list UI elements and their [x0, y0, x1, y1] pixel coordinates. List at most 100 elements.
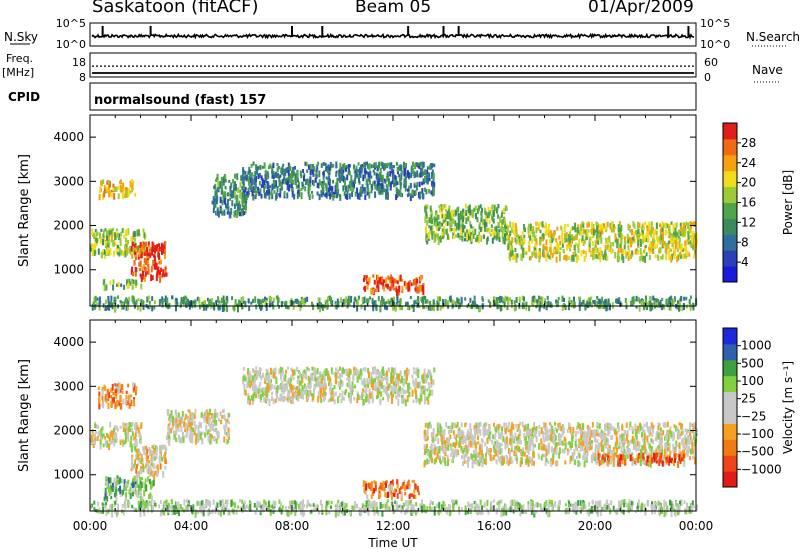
- power-cell: [105, 190, 108, 194]
- velocity-cell: [137, 489, 140, 496]
- power-cell: [586, 229, 589, 237]
- power-cell: [643, 301, 646, 308]
- power-cell: [296, 184, 299, 188]
- velocity-cell: [102, 433, 105, 438]
- power-cell: [627, 244, 630, 250]
- power-cell: [132, 296, 135, 302]
- power-cell: [123, 187, 126, 192]
- power-cell: [613, 226, 615, 233]
- velocity-cell: [247, 398, 250, 403]
- power-cell: [103, 185, 106, 189]
- power-cell: [110, 302, 113, 306]
- velocity-cell: [333, 399, 336, 405]
- power-cell: [222, 177, 225, 183]
- power-cell: [346, 174, 349, 181]
- velocity-cell: [156, 445, 159, 453]
- power-cell: [469, 232, 472, 237]
- power-cell: [287, 170, 290, 176]
- velocity-cell: [526, 433, 529, 438]
- power-cell: [120, 283, 123, 288]
- power-cell: [471, 210, 474, 218]
- velocity-cell: [189, 426, 192, 430]
- power-cell: [539, 301, 542, 309]
- velocity-cell: [251, 375, 254, 382]
- velocity-cell: [95, 430, 97, 434]
- velocity-cell: [372, 367, 374, 374]
- velocity-cell: [360, 394, 363, 400]
- velocity-cell: [413, 370, 416, 375]
- velocity-cell: [158, 455, 161, 462]
- velocity-cell: [286, 397, 289, 401]
- velocity-cell: [271, 373, 274, 379]
- power-cell: [276, 185, 279, 193]
- velocity-cell: [193, 413, 196, 420]
- power-cell: [460, 296, 463, 304]
- power-cell: [498, 298, 501, 304]
- velocity-cell: [139, 432, 142, 440]
- power-cell: [246, 191, 249, 196]
- power-cell: [572, 252, 575, 257]
- power-cell: [543, 251, 546, 259]
- power-cell: [545, 245, 548, 251]
- velocity-cell: [117, 388, 120, 394]
- velocity-cell: [424, 398, 427, 405]
- power-cell: [270, 297, 273, 302]
- velocity-cell: [380, 371, 382, 377]
- power-cell: [395, 194, 398, 201]
- power-ytick-label: 1000: [53, 263, 84, 277]
- velocity-cell: [297, 376, 300, 382]
- power-cell: [360, 192, 363, 197]
- velocity-cell: [380, 382, 383, 389]
- power-cell: [426, 169, 429, 175]
- power-cell: [580, 225, 582, 232]
- power-cell: [230, 207, 233, 215]
- velocity-cell: [291, 397, 294, 405]
- power-cell: [571, 301, 574, 308]
- velocity-cell: [426, 388, 429, 392]
- power-cell: [114, 186, 116, 193]
- power-cell: [158, 246, 161, 252]
- power-cell: [282, 163, 285, 167]
- power-cell: [116, 283, 119, 287]
- power-colorbar-label: 28: [741, 136, 756, 150]
- power-cell: [327, 169, 330, 176]
- power-cell: [567, 245, 570, 249]
- velocity-cell: [387, 397, 390, 402]
- velocity-cell: [195, 434, 198, 441]
- velocity-cell: [658, 422, 661, 428]
- velocity-cell: [145, 445, 148, 451]
- power-cell: [234, 196, 237, 200]
- power-cell: [478, 223, 481, 230]
- velocity-cell: [170, 427, 173, 434]
- velocity-cell: [299, 381, 302, 386]
- velocity-cell: [159, 463, 162, 470]
- velocity-cell: [190, 427, 193, 431]
- power-cell: [242, 176, 245, 180]
- power-cell: [484, 210, 487, 216]
- velocity-cell: [281, 369, 284, 375]
- power-cell: [109, 230, 112, 236]
- velocity-cell: [242, 380, 245, 385]
- velocity-cell: [284, 396, 286, 401]
- velocity-cell: [113, 396, 115, 403]
- power-cell: [439, 304, 442, 311]
- power-cell: [128, 278, 131, 284]
- power-cell: [161, 296, 164, 301]
- velocity-cell: [368, 379, 371, 385]
- power-cell: [592, 224, 595, 229]
- power-cell: [494, 300, 497, 306]
- power-cell: [220, 176, 223, 184]
- power-colorbar-segment: [723, 250, 737, 267]
- power-cell: [556, 226, 559, 231]
- power-cell: [123, 234, 126, 239]
- power-cell: [221, 305, 224, 313]
- velocity-cell: [374, 366, 377, 370]
- velocity-cell: [275, 375, 278, 379]
- power-cell: [381, 281, 384, 286]
- velocity-cell: [188, 422, 191, 427]
- power-cell: [243, 211, 246, 216]
- velocity-cell: [140, 422, 143, 429]
- power-cell: [444, 217, 447, 222]
- power-cell: [596, 233, 599, 239]
- power-cell: [444, 302, 447, 307]
